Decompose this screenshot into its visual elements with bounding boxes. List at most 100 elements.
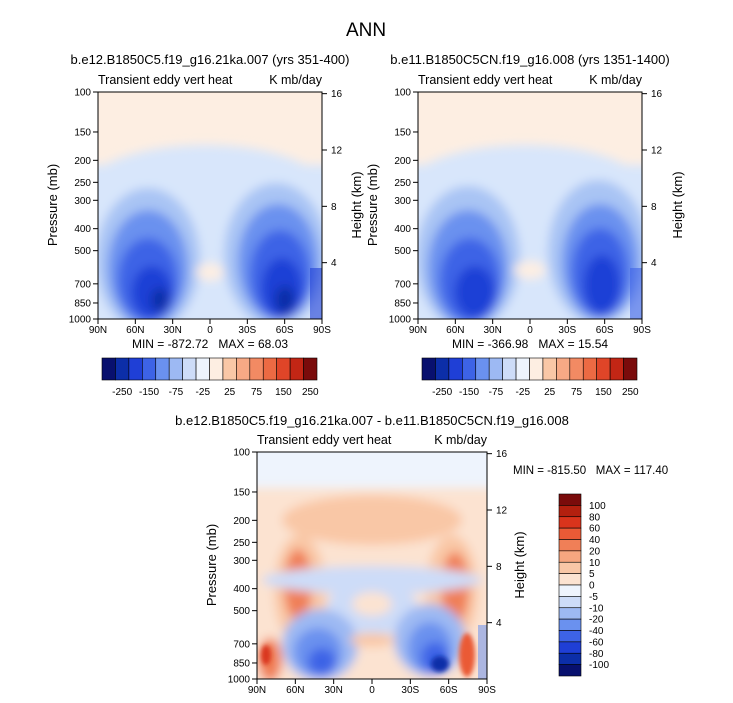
height-tick-label: 16 xyxy=(496,449,508,460)
colorbar-label: -60 xyxy=(589,637,604,648)
latitude-tick-label: 30N xyxy=(324,685,342,696)
colorbar-label: 10 xyxy=(589,558,601,569)
colorbar-swatch xyxy=(262,357,277,381)
pressure-tick-label: 150 xyxy=(394,127,411,138)
pressure-tick-label: 850 xyxy=(394,298,411,309)
colorbar-label: -250 xyxy=(432,387,452,398)
latitude-tick-label: 30N xyxy=(163,325,181,336)
colorbar-label: 60 xyxy=(589,524,601,535)
latitude-tick-label: 0 xyxy=(369,685,375,696)
page-title: ANN xyxy=(346,20,386,41)
pressure-tick-label: 1000 xyxy=(389,315,412,326)
latitude-tick-label: 90N xyxy=(89,325,107,336)
colorbar-label: 250 xyxy=(622,387,639,398)
colorbar-swatch xyxy=(488,357,503,381)
latitude-tick-label: 30S xyxy=(238,325,256,336)
pressure-tick-label: 150 xyxy=(233,487,250,498)
panel-3-title: b.e12.B1850C5.f19_g16.21ka.007 - b.e11.B… xyxy=(175,413,569,428)
colorbar-swatch xyxy=(558,516,582,529)
pressure-tick-label: 300 xyxy=(394,196,411,207)
colorbar-swatch xyxy=(101,357,116,381)
height-tick-label: 8 xyxy=(651,202,657,213)
colorbar-swatch xyxy=(558,561,582,574)
pressure-tick-label: 400 xyxy=(233,584,250,595)
pressure-tick-label: 700 xyxy=(74,279,91,290)
height-tick-label: 16 xyxy=(651,89,663,100)
panel-2-colorbar: -250 -150 -75 -25 25 75 150 250 xyxy=(421,357,639,398)
colorbar-swatch xyxy=(529,357,544,381)
colorbar-label: -150 xyxy=(459,387,479,398)
colorbar-swatch xyxy=(558,618,582,631)
colorbar-swatch xyxy=(542,357,557,381)
panel-1-colorbar: -250 -150 -75 -25 25 75 150 250 xyxy=(101,357,319,398)
colorbar-swatch xyxy=(609,357,624,381)
colorbar-label: 75 xyxy=(251,387,263,398)
latitude-tick-label: 90N xyxy=(409,325,427,336)
panel-1-x-axis: 90N 60N 30N 0 30S 60S 90S xyxy=(89,319,331,336)
pressure-tick-label: 850 xyxy=(74,298,91,309)
colorbar-label: 75 xyxy=(571,387,583,398)
colorbar-swatch xyxy=(569,357,584,381)
panel-2-right-string: K mb/day xyxy=(589,73,643,87)
colorbar-swatch xyxy=(558,573,582,586)
pressure-tick-label: 150 xyxy=(74,127,91,138)
colorbar-swatch xyxy=(421,357,436,381)
panel-1-ylabel: Pressure (mb) xyxy=(45,164,60,246)
panel-2-ylabel-right: Height (km) xyxy=(670,171,685,238)
colorbar-swatch xyxy=(168,357,183,381)
colorbar-swatch xyxy=(155,357,170,381)
panel-1-stats: MIN = -872.72 MAX = 68.03 xyxy=(132,337,288,351)
colorbar-swatch xyxy=(289,357,304,381)
colorbar-label: -40 xyxy=(589,626,604,637)
panel-1-title: b.e12.B1850C5.f19_g16.21ka.007 (yrs 351-… xyxy=(71,52,350,67)
colorbar-swatch xyxy=(142,357,157,381)
colorbar-label: 20 xyxy=(589,546,601,557)
pressure-tick-label: 200 xyxy=(74,156,91,167)
panel-2-stats: MIN = -366.98 MAX = 15.54 xyxy=(452,337,608,351)
colorbar-swatch xyxy=(128,357,143,381)
panel-3-x-axis: 90N 60N 30N 0 30S 60S 90S xyxy=(248,679,496,696)
colorbar-swatch xyxy=(558,493,582,506)
colorbar-swatch xyxy=(558,630,582,643)
colorbar-swatch xyxy=(558,652,582,665)
pressure-tick-label: 500 xyxy=(74,246,91,257)
latitude-tick-label: 90S xyxy=(313,325,331,336)
height-tick-label: 4 xyxy=(651,258,657,269)
latitude-tick-label: 60S xyxy=(276,325,294,336)
colorbar-swatch xyxy=(596,357,611,381)
colorbar-label: -10 xyxy=(589,603,604,614)
panel-1-ylabel-right: Height (km) xyxy=(349,171,364,238)
colorbar-label: -100 xyxy=(589,660,609,671)
panel-1-left-string: Transient eddy vert heat xyxy=(98,73,233,87)
height-tick-label: 8 xyxy=(496,562,502,573)
colorbar-label: -150 xyxy=(139,387,159,398)
pressure-tick-label: 500 xyxy=(233,606,250,617)
colorbar-label: 150 xyxy=(275,387,292,398)
panel-3-ylabel: Pressure (mb) xyxy=(204,524,219,606)
height-tick-label: 12 xyxy=(651,145,663,156)
colorbar-swatch xyxy=(558,664,582,677)
colorbar-swatch xyxy=(462,357,477,381)
colorbar-swatch xyxy=(222,357,237,381)
colorbar-label: -250 xyxy=(112,387,132,398)
colorbar-swatch xyxy=(276,357,291,381)
pressure-tick-label: 400 xyxy=(74,224,91,235)
latitude-tick-label: 30S xyxy=(401,685,419,696)
colorbar-swatch xyxy=(303,357,318,381)
pressure-tick-label: 250 xyxy=(74,178,91,189)
pressure-tick-label: 100 xyxy=(233,448,250,459)
panel-2-title: b.e11.B1850C5CN.f19_g16.008 (yrs 1351-14… xyxy=(390,52,669,67)
latitude-tick-label: 0 xyxy=(527,325,533,336)
panel-3-stats: MIN = -815.50 MAX = 117.40 xyxy=(513,465,668,477)
pressure-tick-label: 500 xyxy=(394,246,411,257)
colorbar-swatch xyxy=(623,357,638,381)
colorbar-swatch xyxy=(515,357,530,381)
panel-3-ylabel-right: Height (km) xyxy=(512,531,527,598)
colorbar-swatch xyxy=(558,596,582,609)
colorbar-swatch xyxy=(249,357,264,381)
latitude-tick-label: 60N xyxy=(446,325,464,336)
height-tick-label: 4 xyxy=(331,258,337,269)
colorbar-swatch xyxy=(558,607,582,620)
